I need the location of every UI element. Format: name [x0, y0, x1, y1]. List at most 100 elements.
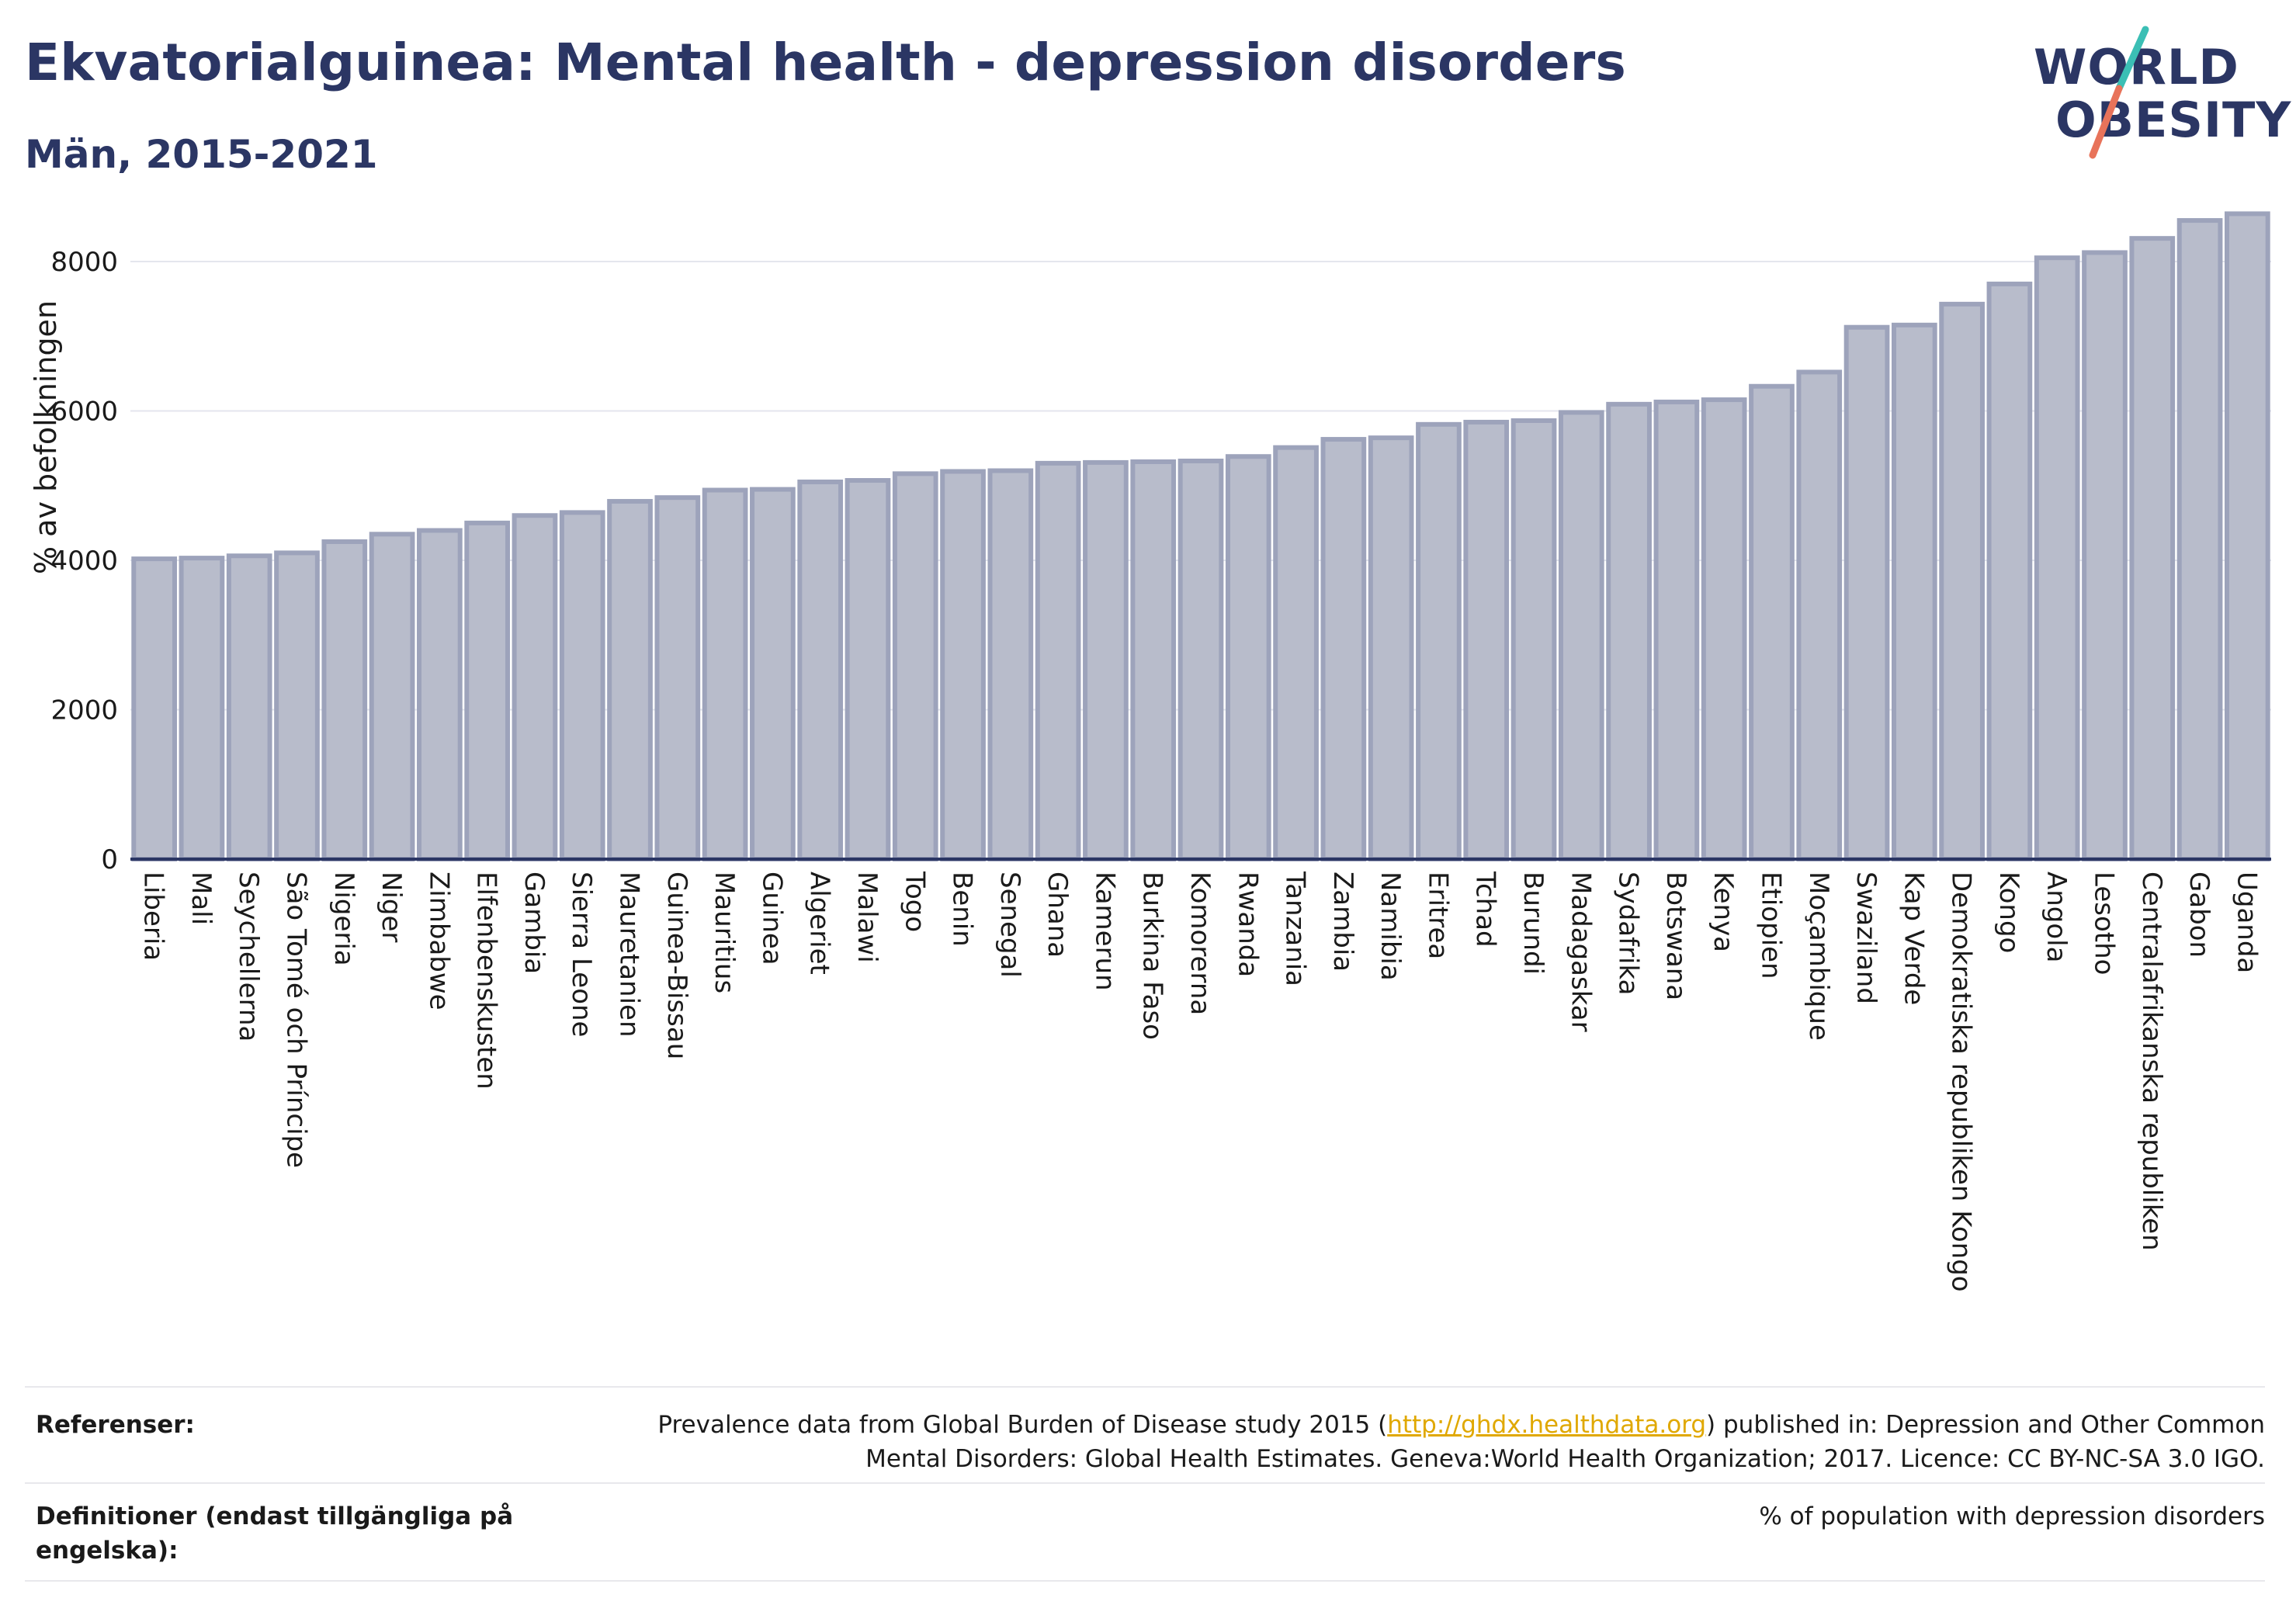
bar-mali[interactable]: [179, 556, 225, 861]
bar-botswana[interactable]: [1653, 399, 1700, 861]
bar-namibia[interactable]: [1368, 435, 1414, 861]
bar-demokratiska-republiken-kongo[interactable]: [1939, 301, 1985, 862]
definitions-label: Definitioner (endast tillgängliga på eng…: [36, 1499, 513, 1568]
x-tick-label-mauretanien: Mauretanien: [614, 872, 645, 1038]
bar-guinea-bissau[interactable]: [654, 495, 701, 861]
bar-senegal[interactable]: [987, 468, 1034, 861]
bar-algeriet[interactable]: [797, 479, 844, 861]
bar-zimbabwe[interactable]: [417, 528, 463, 861]
x-tick-label-kenya: Kenya: [1708, 872, 1739, 952]
x-tick-label-kamerun: Kamerun: [1089, 872, 1120, 991]
bar-centralafrikanska-republiken[interactable]: [2129, 236, 2176, 862]
x-tick-label-ghana: Ghana: [1042, 872, 1073, 958]
definitions-label-line2: engelska):: [36, 1537, 179, 1565]
references-text-part1: Prevalence data from Global Burden of Di…: [657, 1411, 1388, 1439]
x-tick-label-botswana: Botswana: [1660, 872, 1691, 1000]
bar-angola[interactable]: [2034, 255, 2080, 861]
bar-rwanda[interactable]: [1225, 454, 1271, 861]
x-tick-label-lesotho: Lesotho: [2088, 872, 2119, 975]
y-axis-title: % av befolkningen: [29, 300, 63, 574]
bar-elfenbenskusten[interactable]: [464, 520, 511, 861]
bar-são-tomé-och-príncipe[interactable]: [274, 550, 320, 861]
bar-kamerun[interactable]: [1083, 459, 1129, 861]
x-tick-label-guinea-bissau: Guinea-Bissau: [661, 872, 692, 1059]
x-tick-label-elfenbenskusten: Elfenbenskusten: [471, 872, 502, 1090]
bar-madagaskar[interactable]: [1558, 410, 1604, 861]
bar-kenya[interactable]: [1701, 397, 1747, 861]
references-row: Referenser: Prevalence data from Global …: [25, 1386, 2265, 1484]
x-tick-label-centralafrikanska-republiken: Centralafrikanska republiken: [2136, 872, 2167, 1251]
y-tick-label-2000: 2000: [50, 695, 118, 726]
y-axis-ticks: 0 2000 4000 6000 8000: [50, 247, 118, 875]
logo-word-obesity: OBESITY: [2055, 92, 2292, 148]
bar-tchad[interactable]: [1463, 419, 1510, 861]
bar-kongo[interactable]: [1986, 281, 2033, 861]
y-tick-label-4000: 4000: [50, 546, 118, 577]
world-obesity-logo: WORLD OBESITY: [2010, 23, 2291, 163]
bar-moçambique[interactable]: [1796, 369, 1843, 861]
x-tick-label-zambia: Zambia: [1327, 872, 1358, 972]
x-tick-label-kongo: Kongo: [1993, 872, 2024, 953]
x-tick-label-são-tomé-och-príncipe: São Tomé och Príncipe: [281, 872, 312, 1168]
bar-sydafrika[interactable]: [1606, 401, 1652, 861]
x-tick-label-seychellerna: Seychellerna: [233, 872, 264, 1041]
bar-komorerna[interactable]: [1177, 458, 1224, 861]
x-tick-label-kap-verde: Kap Verde: [1898, 872, 1929, 1005]
bar-swaziland[interactable]: [1843, 324, 1890, 861]
bar-mauretanien[interactable]: [607, 498, 653, 861]
bar-liberia[interactable]: [131, 556, 177, 861]
x-tick-label-burundi: Burundi: [1517, 872, 1549, 975]
y-tick-label-6000: 6000: [50, 397, 118, 428]
x-tick-label-etiopien: Etiopien: [1755, 872, 1786, 979]
chart-subtitle: Män, 2015-2021: [25, 132, 378, 177]
references-text: Prevalence data from Global Burden of Di…: [557, 1408, 2265, 1476]
bar-benin[interactable]: [940, 469, 986, 861]
x-tick-label-togo: Togo: [899, 871, 930, 932]
x-tick-label-angola: Angola: [2041, 872, 2072, 962]
x-tick-label-uganda: Uganda: [2231, 872, 2262, 973]
bar-zambia[interactable]: [1320, 437, 1367, 861]
bar-nigeria[interactable]: [321, 539, 368, 861]
bar-gambia[interactable]: [512, 513, 558, 861]
x-tick-label-gabon: Gabon: [2183, 872, 2214, 958]
x-tick-label-demokratiska-republiken-kongo: Demokratiska republiken Kongo: [1946, 872, 1977, 1292]
definitions-row: Definitioner (endast tillgängliga på eng…: [25, 1482, 2265, 1582]
bar-guinea[interactable]: [750, 487, 796, 861]
bar-chart: 0 2000 4000 6000 8000 Liberia Mali Seychellern…: [29, 211, 2271, 1292]
x-tick-label-liberia: Liberia: [138, 872, 169, 961]
x-tick-label-senegal: Senegal: [994, 872, 1025, 978]
x-tick-label-madagaskar: Madagaskar: [1565, 872, 1596, 1032]
x-tick-label-gambia: Gambia: [519, 872, 550, 974]
bar-niger[interactable]: [369, 532, 415, 861]
bar-togo[interactable]: [892, 471, 938, 861]
bar-sierra-leone[interactable]: [559, 510, 605, 861]
bar-malawi[interactable]: [845, 478, 891, 861]
x-axis-ticks: Liberia Mali Seychellerna São Tomé och Prín…: [138, 871, 2263, 1292]
bar-lesotho[interactable]: [2082, 250, 2128, 861]
bar-tanzania[interactable]: [1273, 445, 1319, 862]
logo-slash-icon: [2089, 26, 2149, 159]
footer-bottom-rule: [25, 1580, 2265, 1582]
bar-kap-verde[interactable]: [1891, 322, 1937, 861]
x-tick-label-zimbabwe: Zimbabwe: [423, 872, 454, 1010]
x-tick-label-moçambique: Moçambique: [1803, 872, 1834, 1041]
bar-seychellerna[interactable]: [226, 553, 272, 861]
references-text-part3: Mental Disorders: Global Health Estimate…: [865, 1445, 2265, 1473]
bar-burkina-faso[interactable]: [1130, 459, 1177, 861]
x-tick-label-benin: Benin: [947, 872, 978, 947]
bar-burundi[interactable]: [1510, 418, 1557, 861]
x-tick-label-mali: Mali: [186, 872, 217, 925]
x-tick-label-niger: Niger: [376, 872, 407, 942]
x-tick-label-komorerna: Komorerna: [1184, 872, 1216, 1015]
bar-etiopien[interactable]: [1749, 383, 1795, 861]
x-tick-label-tchad: Tchad: [1470, 871, 1501, 948]
bar-uganda[interactable]: [2225, 211, 2270, 861]
bar-eritrea[interactable]: [1416, 421, 1462, 861]
bar-ghana[interactable]: [1035, 460, 1081, 861]
x-tick-label-sydafrika: Sydafrika: [1613, 872, 1644, 995]
x-tick-label-algeriet: Algeriet: [804, 872, 835, 975]
bar-mauritius[interactable]: [702, 487, 748, 861]
x-tick-label-guinea: Guinea: [756, 872, 787, 965]
references-link[interactable]: http://ghdx.healthdata.org: [1387, 1411, 1707, 1439]
bar-gabon[interactable]: [2176, 218, 2223, 861]
